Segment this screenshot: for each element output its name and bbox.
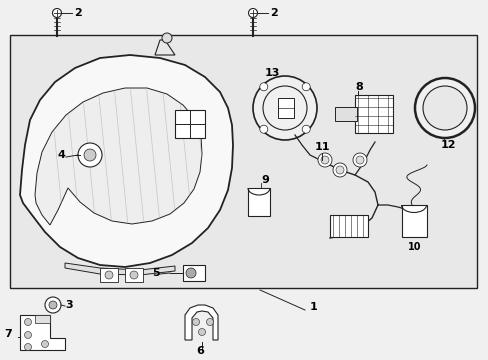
Text: 4: 4 xyxy=(58,150,66,160)
Bar xyxy=(334,107,356,121)
Circle shape xyxy=(320,156,328,164)
Circle shape xyxy=(162,33,172,43)
Circle shape xyxy=(49,301,57,309)
Circle shape xyxy=(259,125,267,133)
Bar xyxy=(183,265,204,281)
Polygon shape xyxy=(155,40,175,55)
Circle shape xyxy=(259,83,267,91)
Circle shape xyxy=(248,9,257,18)
Text: 12: 12 xyxy=(440,140,456,150)
Text: 13: 13 xyxy=(264,68,280,78)
Circle shape xyxy=(206,319,213,325)
Circle shape xyxy=(185,268,196,278)
Polygon shape xyxy=(20,315,65,350)
Text: 2: 2 xyxy=(269,8,277,18)
Text: 2: 2 xyxy=(74,8,81,18)
Bar xyxy=(35,315,50,323)
Circle shape xyxy=(78,143,102,167)
Circle shape xyxy=(84,149,96,161)
Bar xyxy=(10,35,476,288)
Text: 11: 11 xyxy=(314,142,330,152)
Circle shape xyxy=(422,86,466,130)
Bar xyxy=(125,268,142,282)
Circle shape xyxy=(45,297,61,313)
Bar xyxy=(175,110,204,138)
Polygon shape xyxy=(20,55,232,267)
Bar xyxy=(401,205,426,237)
Polygon shape xyxy=(35,88,202,225)
Circle shape xyxy=(252,76,316,140)
Bar xyxy=(329,215,367,237)
Text: 10: 10 xyxy=(407,242,421,252)
Circle shape xyxy=(24,319,31,325)
Circle shape xyxy=(414,78,474,138)
Text: 3: 3 xyxy=(65,300,73,310)
Circle shape xyxy=(52,9,61,18)
Circle shape xyxy=(317,153,331,167)
Circle shape xyxy=(332,163,346,177)
Circle shape xyxy=(355,156,363,164)
Bar xyxy=(278,98,293,118)
Circle shape xyxy=(302,125,309,133)
Circle shape xyxy=(24,343,31,351)
Polygon shape xyxy=(184,305,218,340)
Bar xyxy=(100,268,118,282)
Text: 7: 7 xyxy=(4,329,12,339)
Circle shape xyxy=(130,271,138,279)
Circle shape xyxy=(192,319,199,325)
Text: 5: 5 xyxy=(152,268,159,278)
Circle shape xyxy=(302,83,309,91)
Text: 9: 9 xyxy=(261,175,268,185)
Bar xyxy=(247,188,269,216)
Circle shape xyxy=(105,271,113,279)
Text: 1: 1 xyxy=(309,302,317,312)
Text: 8: 8 xyxy=(354,82,362,92)
Text: 6: 6 xyxy=(196,346,203,356)
Polygon shape xyxy=(65,263,175,275)
Circle shape xyxy=(198,328,205,336)
Circle shape xyxy=(41,341,48,347)
Bar xyxy=(354,95,392,133)
Circle shape xyxy=(352,153,366,167)
Circle shape xyxy=(24,332,31,338)
Circle shape xyxy=(335,166,343,174)
